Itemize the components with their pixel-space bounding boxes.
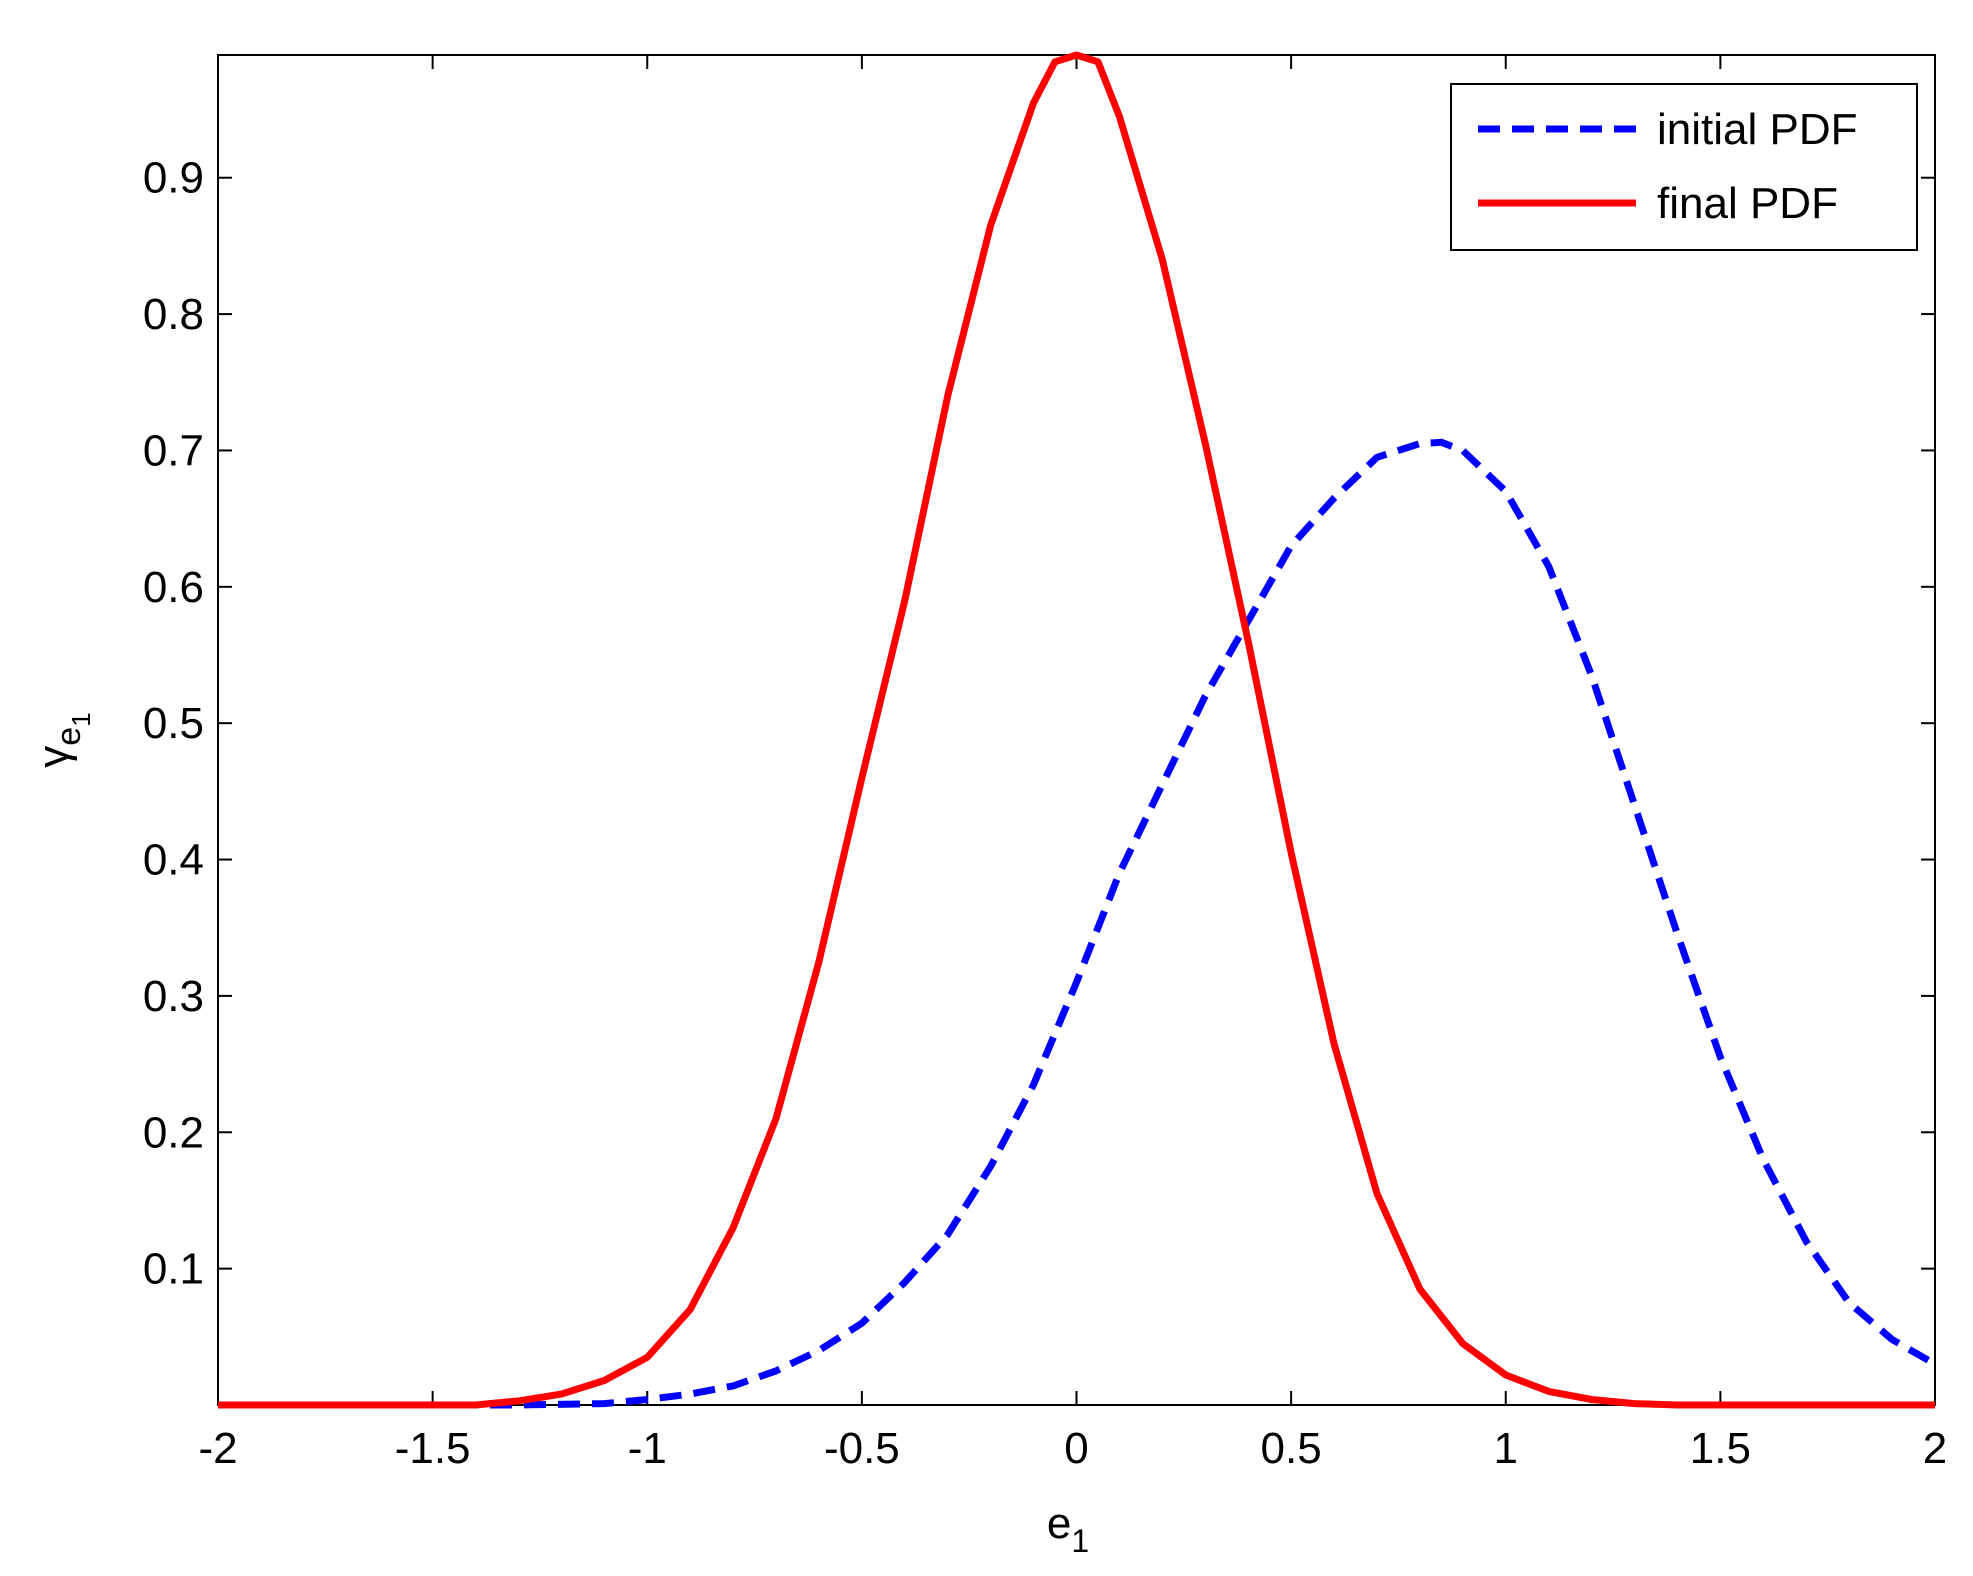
x-tick-label: -0.5	[824, 1424, 900, 1473]
x-axis-label-subscript: 1	[1071, 1523, 1089, 1559]
y-tick-label: 0.4	[143, 836, 204, 885]
y-tick-label: 0.2	[143, 1108, 204, 1157]
legend: initial PDF final PDF	[1450, 83, 1918, 251]
y-tick-label: 0.7	[143, 426, 204, 475]
x-tick-label: -2	[198, 1424, 237, 1473]
y-tick-label: 0.9	[143, 154, 204, 203]
x-tick-label: 0	[1064, 1424, 1088, 1473]
y-tick-label: 0.5	[143, 699, 204, 748]
y-axis-ticks: 0.1 0.2 0.3 0.4 0.5 0.6 0.7 0.8 0.9	[143, 154, 1935, 1294]
x-tick-label: -1.5	[395, 1424, 471, 1473]
x-axis-ticks: -2 -1.5 -1 -0.5 0 0.5 1 1.5 2	[198, 55, 1947, 1473]
legend-label-initial-pdf: initial PDF	[1657, 105, 1858, 154]
y-axis-label-subscript: e	[50, 727, 88, 746]
x-axis-label-main: e	[1047, 1499, 1071, 1548]
x-tick-label: -1	[628, 1424, 667, 1473]
x-axis-label: e1	[1047, 1499, 1089, 1559]
y-tick-label: 0.1	[143, 1245, 204, 1294]
legend-label-final-pdf: final PDF	[1657, 179, 1838, 228]
series-line-final-pdf	[218, 51, 1935, 1409]
series-layer	[218, 51, 1937, 1409]
y-axis-label-subsubscript: 1	[66, 712, 96, 726]
x-tick-label: 0.5	[1261, 1424, 1322, 1473]
x-tick-label: 1.5	[1690, 1424, 1751, 1473]
y-axis-label-main: γ	[29, 746, 78, 768]
y-tick-label: 0.8	[143, 290, 204, 339]
x-tick-label: 1	[1494, 1424, 1518, 1473]
y-tick-label: 0.6	[143, 563, 204, 612]
y-axis-label: γe1	[29, 712, 96, 767]
legend-box	[1450, 83, 1918, 251]
x-tick-label: 2	[1923, 1424, 1947, 1473]
series-line-initial-pdf	[218, 438, 1937, 1409]
y-tick-label: 0.3	[143, 972, 204, 1021]
